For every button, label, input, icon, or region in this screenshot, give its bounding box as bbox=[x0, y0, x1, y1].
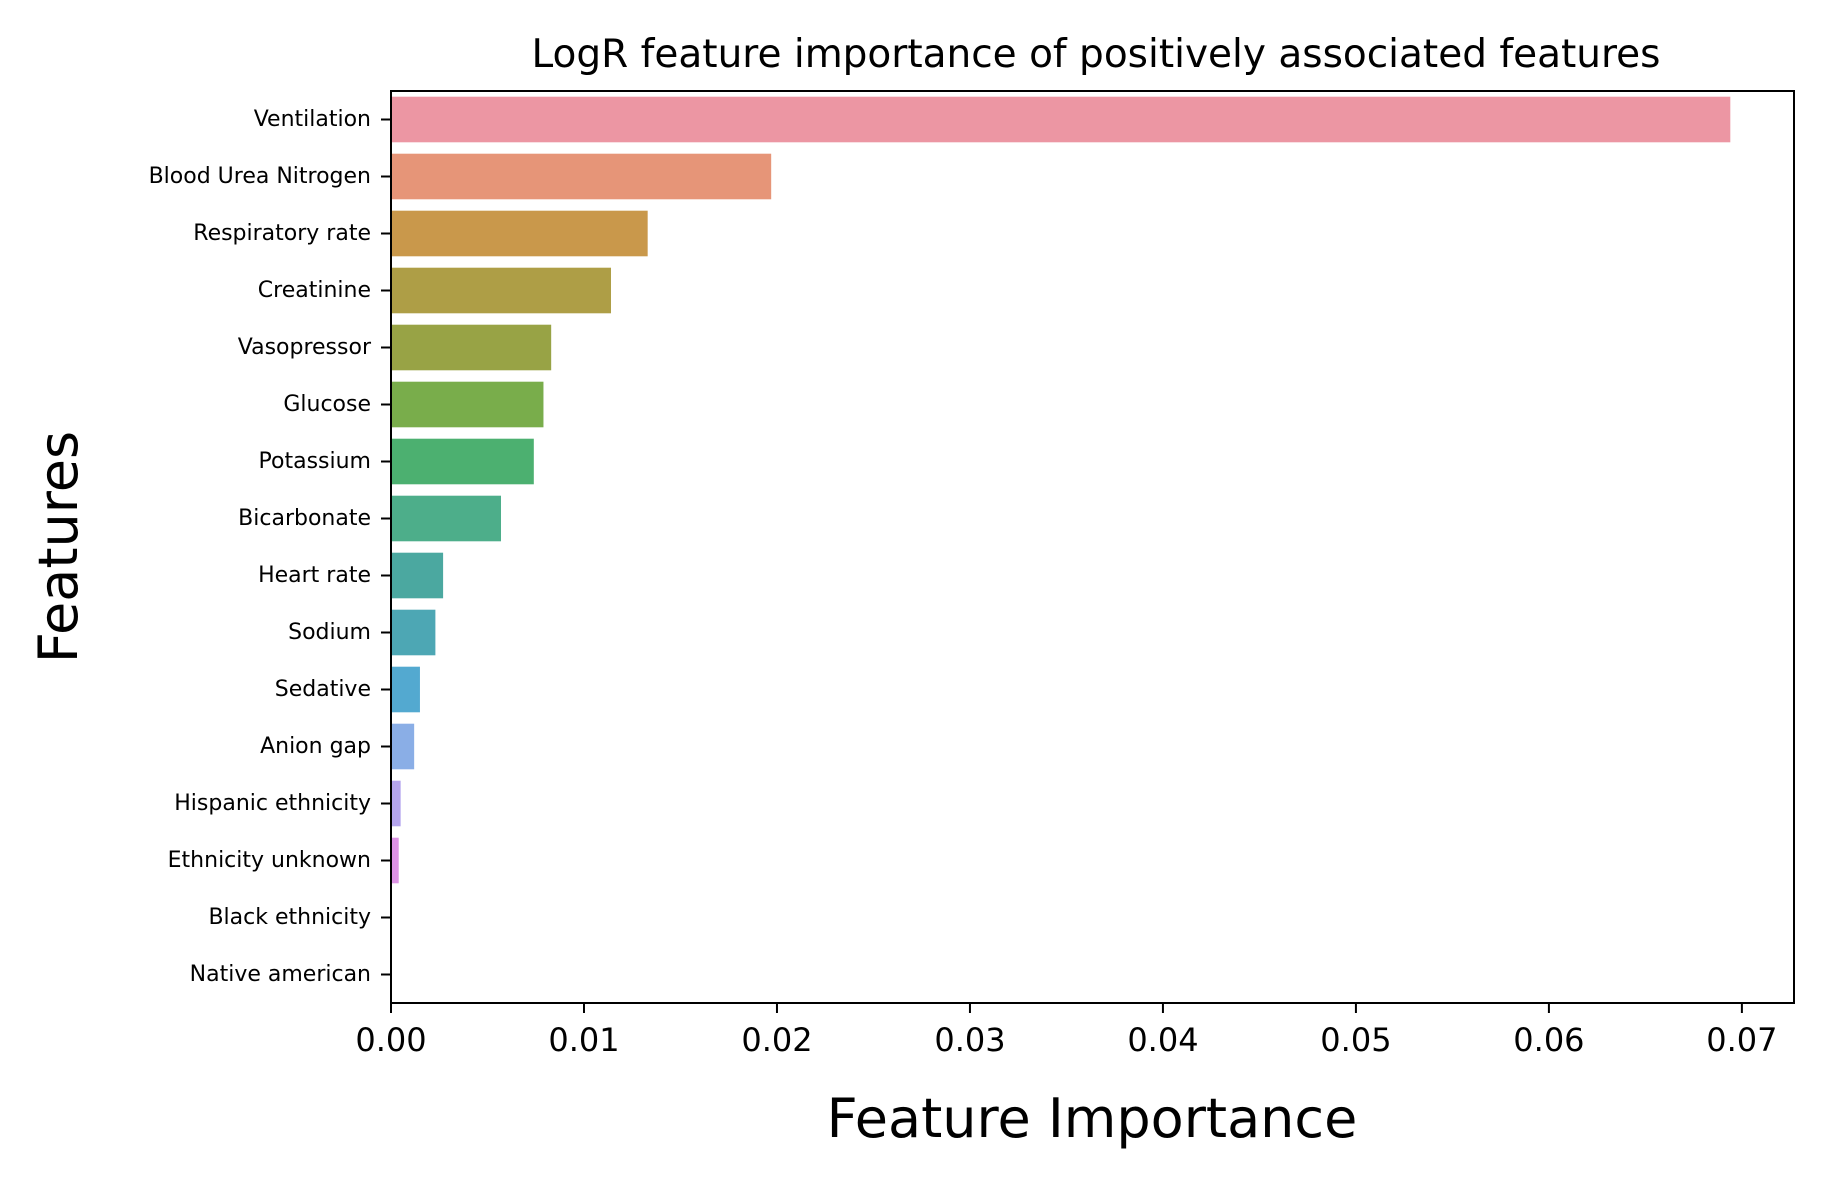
bar-ethnicity-unknown bbox=[391, 837, 399, 884]
x-tick-label: 0.04 bbox=[1127, 1021, 1198, 1059]
x-axis-label: Feature Importance bbox=[827, 1087, 1358, 1150]
bar-anion-gap bbox=[391, 723, 415, 770]
y-tick-label: Heart rate bbox=[258, 563, 371, 588]
x-tick-label: 0.06 bbox=[1513, 1021, 1584, 1059]
bar-respiratory-rate bbox=[391, 210, 648, 257]
bar-creatinine bbox=[391, 267, 612, 314]
y-tick-label: Ethnicity unknown bbox=[168, 848, 371, 873]
y-tick-label: Ventilation bbox=[254, 107, 371, 132]
y-tick-label: Sodium bbox=[288, 620, 371, 645]
x-tick-label: 0.07 bbox=[1706, 1021, 1777, 1059]
y-tick-label: Sedative bbox=[275, 677, 371, 702]
y-tick-label: Black ethnicity bbox=[208, 905, 371, 930]
bar-vasopressor bbox=[391, 324, 552, 371]
bar-sodium bbox=[391, 609, 436, 656]
y-tick-label: Vasopressor bbox=[238, 335, 372, 360]
bar-heart-rate bbox=[391, 552, 444, 599]
y-tick-label: Hispanic ethnicity bbox=[174, 791, 371, 816]
bars-group bbox=[391, 96, 1731, 884]
bar-bicarbonate bbox=[391, 495, 502, 542]
y-ticks-group: Ventilation Blood Urea Nitrogen Respirator… bbox=[149, 107, 391, 987]
bar-ventilation bbox=[391, 96, 1731, 143]
plot-frame bbox=[390, 90, 1795, 1004]
x-tick-label: 0.00 bbox=[355, 1021, 426, 1059]
y-tick-label: Respiratory rate bbox=[193, 221, 371, 246]
y-tick-label: Blood Urea Nitrogen bbox=[149, 164, 371, 189]
y-tick-label: Creatinine bbox=[258, 278, 371, 303]
x-tick-label: 0.01 bbox=[548, 1021, 619, 1059]
bar-glucose bbox=[391, 381, 544, 428]
x-tick-label: 0.05 bbox=[1320, 1021, 1391, 1059]
y-axis-label: Features bbox=[27, 431, 90, 663]
bar-potassium bbox=[391, 438, 534, 485]
x-tick-label: 0.02 bbox=[741, 1021, 812, 1059]
chart-title: LogR feature importance of positively as… bbox=[532, 32, 1661, 77]
y-tick-label: Glucose bbox=[283, 392, 371, 417]
y-tick-label: Anion gap bbox=[260, 734, 371, 759]
x-ticks-group: 0.00 0.01 0.02 0.03 0.04 0.05 0.06 0.07 bbox=[355, 1003, 1778, 1059]
bar-sedative bbox=[391, 666, 420, 713]
bar-blood-urea-nitrogen bbox=[391, 153, 772, 200]
bar-hispanic-ethnicity bbox=[391, 780, 401, 827]
y-tick-label: Potassium bbox=[259, 449, 371, 474]
x-tick-label: 0.03 bbox=[934, 1021, 1005, 1059]
y-tick-label: Bicarbonate bbox=[238, 506, 371, 531]
y-tick-label: Native american bbox=[190, 962, 371, 987]
